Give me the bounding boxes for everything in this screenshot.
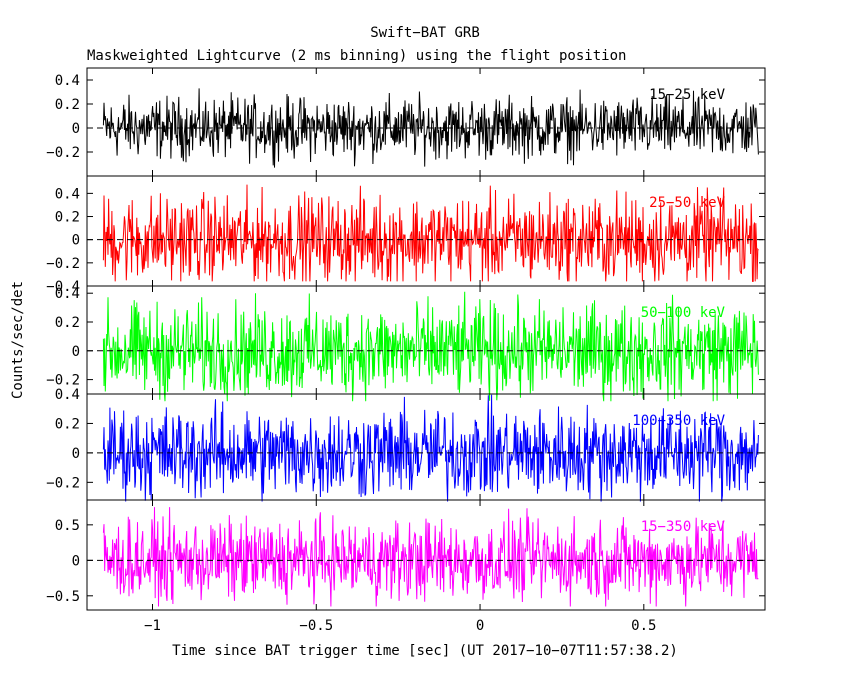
y-tick-label: −0.2 <box>46 373 80 389</box>
y-tick-label: 0.2 <box>55 97 80 113</box>
lightcurve-trace-2 <box>102 184 759 282</box>
band-label: 25−50 keV <box>649 195 725 211</box>
figure-subtitle: Maskweighted Lightcurve (2 ms binning) u… <box>87 48 626 64</box>
lightcurve-trace-3 <box>102 291 759 402</box>
figure-title: Swift−BAT GRB <box>370 25 480 41</box>
y-tick-label: −0.5 <box>46 589 80 605</box>
y-tick-label: −0.2 <box>46 256 80 272</box>
y-tick-label: 0.2 <box>55 210 80 226</box>
y-tick-label: 0.4 <box>55 186 80 202</box>
panel-frame-5 <box>86 499 766 611</box>
y-tick-label: −0.2 <box>46 145 80 161</box>
x-tick-label: 0 <box>476 618 484 634</box>
panels-group: −0.2 0 0.2 0.4 15−25 keV −0.4 −0.2 0 0.2 0.4 25−50… <box>46 67 766 634</box>
x-tick-label: 0.5 <box>631 618 656 634</box>
panel-frame-1 <box>86 67 766 177</box>
y-tick-label: 0 <box>72 233 80 249</box>
y-tick-label: 0.4 <box>55 387 80 403</box>
y-tick-label: 0 <box>72 344 80 360</box>
band-label: 100−350 keV <box>632 413 725 429</box>
y-tick-label: 0.2 <box>55 416 80 432</box>
y-tick-label: 0.5 <box>55 518 80 534</box>
lightcurve-trace-1 <box>102 88 759 168</box>
y-tick-label: −0.4 <box>46 279 80 295</box>
y-tick-label: 0 <box>72 553 80 569</box>
x-tick-label: −1 <box>144 618 161 634</box>
band-label: 15−350 keV <box>641 519 726 535</box>
y-tick-label: −0.2 <box>46 475 80 491</box>
y-tick-label: 0.4 <box>55 73 80 89</box>
lightcurve-trace-4 <box>102 394 759 502</box>
y-tick-label: 0 <box>72 446 80 462</box>
band-label: 50−100 keV <box>641 305 726 321</box>
lightcurve-trace-5 <box>102 507 759 607</box>
band-label: 15−25 keV <box>649 87 725 103</box>
y-tick-label: 0 <box>72 121 80 137</box>
y-axis-label: Counts/sec/det <box>10 281 26 399</box>
y-tick-label: 0.2 <box>55 315 80 331</box>
x-axis-label: Time since BAT trigger time [sec] (UT 20… <box>172 643 678 659</box>
y-tick-label: 0.4 <box>55 286 80 302</box>
x-tick-label: −0.5 <box>299 618 333 634</box>
